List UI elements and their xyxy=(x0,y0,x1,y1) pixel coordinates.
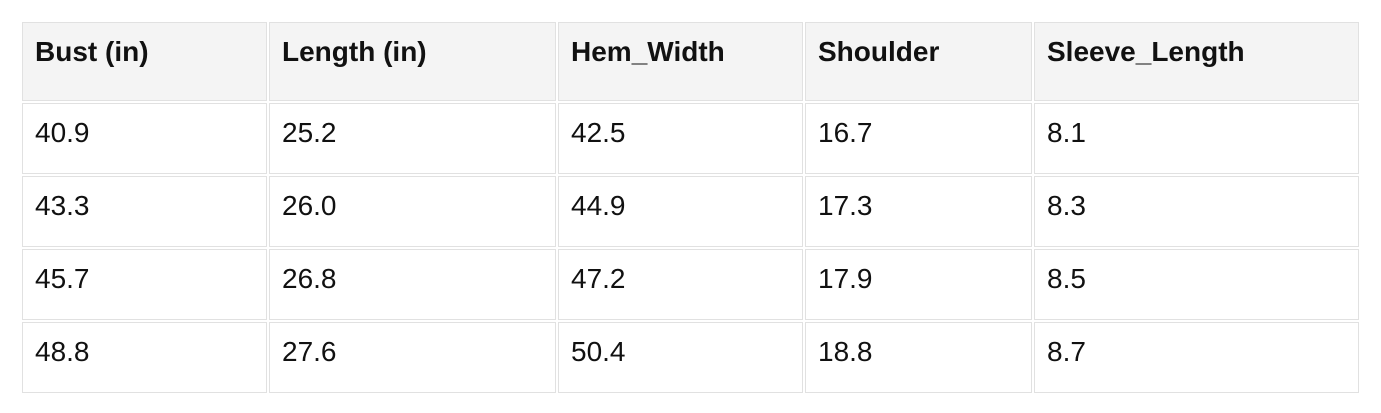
table-body: 40.9 25.2 42.5 16.7 8.1 43.3 26.0 44.9 1… xyxy=(22,103,1359,393)
table-cell: 17.9 xyxy=(805,249,1032,320)
table-cell: 18.8 xyxy=(805,322,1032,393)
table-row: 43.3 26.0 44.9 17.3 8.3 xyxy=(22,176,1359,247)
table-row: 45.7 26.8 47.2 17.9 8.5 xyxy=(22,249,1359,320)
table-cell: 42.5 xyxy=(558,103,803,174)
table-cell: 45.7 xyxy=(22,249,267,320)
table-header: Bust (in) Length (in) Hem_Width Shoulder… xyxy=(22,22,1359,101)
table-cell: 43.3 xyxy=(22,176,267,247)
size-chart-table: Bust (in) Length (in) Hem_Width Shoulder… xyxy=(20,20,1361,395)
table-cell: 26.0 xyxy=(269,176,556,247)
table-cell: 26.8 xyxy=(269,249,556,320)
table-cell: 50.4 xyxy=(558,322,803,393)
table-cell: 27.6 xyxy=(269,322,556,393)
table-cell: 8.1 xyxy=(1034,103,1359,174)
table-cell: 16.7 xyxy=(805,103,1032,174)
column-header-hem-width: Hem_Width xyxy=(558,22,803,101)
table-cell: 44.9 xyxy=(558,176,803,247)
table-cell: 40.9 xyxy=(22,103,267,174)
column-header-sleeve-length: Sleeve_Length xyxy=(1034,22,1359,101)
column-header-bust: Bust (in) xyxy=(22,22,267,101)
table-cell: 8.5 xyxy=(1034,249,1359,320)
column-header-shoulder: Shoulder xyxy=(805,22,1032,101)
table-row: 40.9 25.2 42.5 16.7 8.1 xyxy=(22,103,1359,174)
table-cell: 47.2 xyxy=(558,249,803,320)
table-cell: 48.8 xyxy=(22,322,267,393)
table-cell: 25.2 xyxy=(269,103,556,174)
table-cell: 8.7 xyxy=(1034,322,1359,393)
table-cell: 17.3 xyxy=(805,176,1032,247)
header-row: Bust (in) Length (in) Hem_Width Shoulder… xyxy=(22,22,1359,101)
column-header-length: Length (in) xyxy=(269,22,556,101)
table-cell: 8.3 xyxy=(1034,176,1359,247)
table-row: 48.8 27.6 50.4 18.8 8.7 xyxy=(22,322,1359,393)
